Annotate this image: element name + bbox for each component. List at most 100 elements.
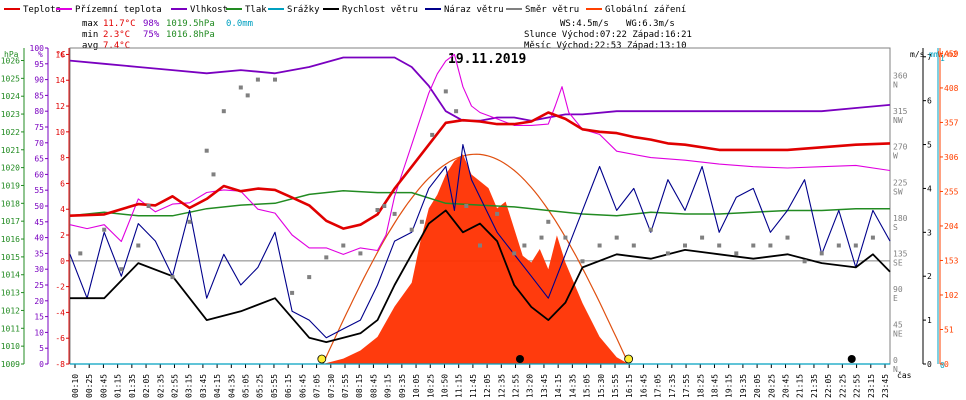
series-wind-direction-point (170, 275, 175, 280)
axis-degc-tick-label: 2 (60, 231, 65, 240)
series-wind-direction-point (546, 219, 551, 224)
series-radiation-area (322, 154, 629, 364)
series-wind-direction-point (819, 251, 824, 256)
x-tick-label: 10:25 (426, 374, 435, 398)
series-wind-direction-point (802, 259, 807, 264)
axis-hpa-tick-label: 1010 (1, 342, 20, 351)
axis-hpa-tick-label: 1025 (1, 74, 20, 83)
legend-label: Teplota (23, 5, 61, 15)
stat-max-label: max (82, 19, 99, 29)
x-tick-label: 09:35 (398, 374, 407, 398)
axis-wm2-tick-label: 255 (944, 187, 959, 196)
axis-dir-deg: 360 (893, 72, 908, 81)
x-tick-label: 00:10 (71, 374, 80, 398)
x-tick-label: 01:15 (114, 374, 123, 398)
x-tick-label: 01:35 (128, 374, 137, 398)
unit-hpa: hPa (4, 50, 19, 59)
series-radiation-theoretical (322, 153, 628, 365)
x-tick-label: 13:20 (526, 374, 535, 398)
x-tick-label: 02:55 (170, 374, 179, 398)
axis-pct-tick-label: 80 (34, 107, 44, 116)
x-tick-label: 14:35 (568, 374, 577, 398)
stat-min-humidity: 75% (143, 30, 160, 40)
unit-ms: m/s (910, 50, 925, 59)
x-tick-label: 17:35 (668, 374, 677, 398)
axis-hpa-tick-label: 1023 (1, 110, 20, 119)
x-tick-label: 15:30 (597, 374, 606, 398)
x-tick-label: 17:55 (682, 374, 691, 398)
axis-hpa-tick-label: 1019 (1, 181, 20, 190)
axis-ms-tick-label: 4 (927, 184, 932, 193)
axis-mm-tick-label: 0 (940, 361, 945, 370)
series-wind-direction-point (290, 290, 295, 295)
axis-pct-tick-label: 10 (34, 328, 44, 337)
axis-hpa-tick-label: 1013 (1, 289, 20, 298)
series-wind-direction-point (409, 227, 414, 232)
axis-degc-tick-label: -2 (55, 283, 65, 292)
x-tick-label: 05:25 (256, 374, 265, 398)
series-wind-direction-point (324, 255, 329, 260)
series-wind-direction-point (187, 219, 192, 224)
series-wind-direction-point (430, 132, 435, 137)
axis-pct-tick-label: 60 (34, 170, 44, 179)
axis-hpa-tick-label: 1024 (1, 92, 20, 101)
series-wind-direction-point (836, 243, 841, 248)
axis-pct-tick-label: 65 (34, 155, 44, 164)
axis-hpa-tick-label: 1020 (1, 164, 20, 173)
axis-hpa-tick-label: 1022 (1, 128, 20, 137)
series-wind-direction-point (443, 89, 448, 94)
axis-ms: 0 1 2 3 4 5 6 7 (922, 48, 932, 369)
axis-pct-tick-label: 85 (34, 91, 44, 100)
moonset-marker (515, 355, 524, 363)
legend-label: Srážky (287, 5, 320, 15)
axis-wm2-tick-label: 51 (944, 325, 954, 334)
stat-avg-label: avg (82, 41, 98, 51)
series-wind-direction-point (454, 109, 459, 114)
info-ws: WS:4.5m/s (560, 19, 609, 29)
series-wind-direction-point (580, 259, 585, 264)
stat-min-label: min (82, 30, 98, 40)
x-tick-label: 02:35 (156, 374, 165, 398)
series-wind-direction-point (717, 243, 722, 248)
unit-mm: mm (929, 50, 939, 59)
series-wind-direction-point (683, 243, 687, 248)
series-wind-direction-point (631, 243, 636, 248)
series-wind-direction-point (392, 211, 397, 216)
axis-dir-deg: 90 (893, 285, 903, 294)
unit-wm2: W/m2 (938, 50, 957, 59)
unit-pct: % (38, 50, 43, 59)
series-wind-direction-point (563, 235, 568, 240)
x-tick-label: 08:15 (355, 374, 364, 398)
axis-pct-tick-label: 15 (34, 313, 44, 322)
x-tick-label: 00:45 (99, 374, 108, 398)
axis-degc-tick-label: -8 (55, 360, 65, 369)
axis-degc-tick-label: -4 (55, 308, 65, 317)
legend-label: Přízemní teplota (75, 5, 162, 15)
x-tick-label: 03:15 (185, 374, 194, 398)
axis-dir-compass: W (893, 152, 898, 161)
axis-ms-tick-label: 0 (927, 360, 932, 369)
info-wg: WG:6.3m/s (626, 19, 675, 29)
legend-label: Rychlost větru (342, 5, 418, 15)
series-wind-direction-point (464, 204, 469, 208)
axis-dir-compass: S (893, 223, 898, 232)
axis-hpa-tick-label: 1009 (1, 360, 20, 369)
series-wind-direction-point (273, 77, 277, 82)
series-wind-direction-point (255, 77, 260, 82)
x-tick-label: 19:15 (725, 374, 734, 398)
axis-pct-tick-label: 55 (34, 186, 44, 195)
series-temperature-line (69, 111, 891, 230)
axis-pct-tick-label: 90 (34, 76, 44, 85)
legend: Teplota Přízemní teplota Vlhkost Tlak Srážky… (4, 5, 686, 15)
series-wind-direction-point (665, 251, 670, 256)
axis-ms-tick-label: 5 (927, 141, 932, 150)
unit-degc: °C (56, 50, 66, 59)
series-wind-direction-point (614, 235, 619, 240)
x-tick-label: 06:15 (284, 374, 293, 398)
x-tick-label: 12:05 (483, 374, 492, 398)
axis-pct-tick-label: 95 (34, 60, 44, 69)
axis-dir-compass: SE (893, 258, 903, 267)
info-sun: Slunce Východ:07:22 Západ:16:21 (524, 30, 692, 40)
